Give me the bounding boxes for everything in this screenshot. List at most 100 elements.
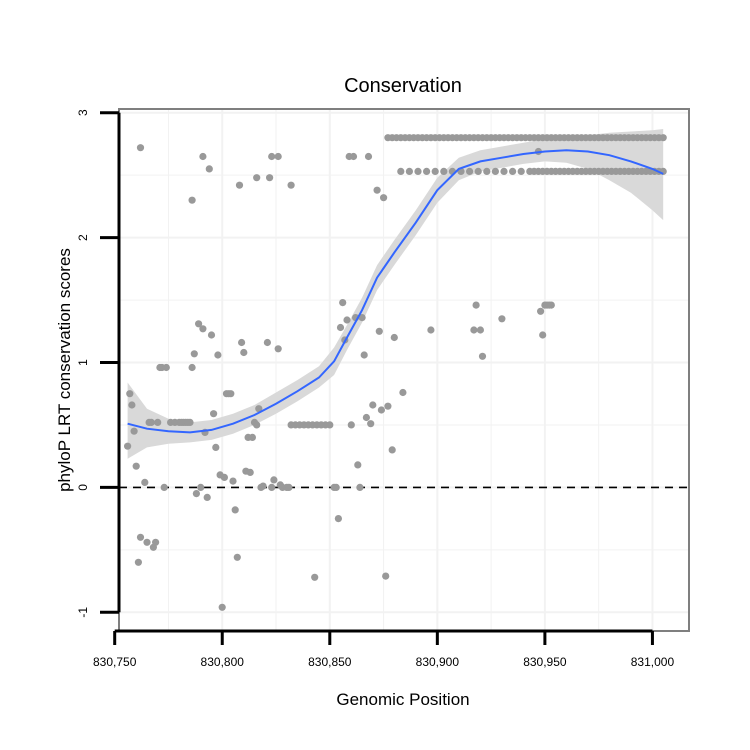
data-point xyxy=(311,573,319,581)
x-tick-label: 830,850 xyxy=(308,655,352,669)
data-point xyxy=(498,315,506,323)
data-point xyxy=(470,326,478,334)
data-point xyxy=(268,152,276,161)
data-point xyxy=(474,167,482,175)
x-tick-label: 830,800 xyxy=(201,655,245,669)
data-point xyxy=(405,167,413,175)
data-point xyxy=(134,558,142,566)
data-point xyxy=(214,351,222,359)
data-point xyxy=(141,478,149,486)
data-point xyxy=(369,401,377,409)
data-point xyxy=(373,186,381,194)
data-point xyxy=(147,418,155,426)
data-point xyxy=(203,493,211,501)
data-point xyxy=(128,401,136,409)
data-point xyxy=(388,446,396,454)
data-point xyxy=(162,363,170,372)
data-point xyxy=(248,433,256,441)
data-point xyxy=(377,406,385,414)
data-point xyxy=(212,443,220,451)
x-axis-title: Genomic Position xyxy=(336,690,469,709)
x-tick-label: 830,950 xyxy=(523,655,567,669)
x-tick-label: 830,750 xyxy=(93,655,137,669)
data-point xyxy=(143,538,151,546)
data-point xyxy=(332,483,340,491)
y-tick-label: -1 xyxy=(76,607,90,618)
data-point xyxy=(466,167,474,175)
data-point xyxy=(431,167,439,175)
data-point xyxy=(380,194,388,202)
data-point xyxy=(229,477,237,485)
data-point xyxy=(197,483,205,491)
data-point xyxy=(263,338,271,347)
data-point xyxy=(266,174,274,182)
data-point xyxy=(440,167,448,175)
data-point xyxy=(192,490,200,498)
data-point xyxy=(130,427,138,435)
data-point xyxy=(218,603,226,611)
data-point xyxy=(186,418,194,426)
data-point xyxy=(539,331,547,339)
plot-panel xyxy=(118,108,690,632)
data-point xyxy=(259,482,267,490)
y-tick-label: 0 xyxy=(76,484,90,491)
data-point xyxy=(483,167,491,175)
data-point xyxy=(382,572,390,580)
data-point xyxy=(195,320,203,328)
data-point xyxy=(336,323,345,332)
data-point xyxy=(126,390,134,398)
data-point xyxy=(349,152,358,161)
data-point xyxy=(188,196,196,204)
y-tick-label: 3 xyxy=(76,109,90,116)
data-point xyxy=(334,515,342,523)
data-point xyxy=(152,538,160,546)
data-point xyxy=(364,152,373,161)
data-point xyxy=(199,325,207,333)
data-point xyxy=(414,167,422,175)
data-point xyxy=(136,144,145,152)
data-point xyxy=(356,483,364,491)
data-point xyxy=(227,390,235,398)
data-point xyxy=(659,134,667,142)
data-point xyxy=(472,301,480,309)
data-point xyxy=(537,307,545,315)
data-point xyxy=(220,473,228,481)
data-point xyxy=(274,345,282,353)
data-point xyxy=(367,420,375,428)
y-tick-label: 2 xyxy=(76,234,90,241)
data-point xyxy=(233,553,241,561)
data-point xyxy=(253,174,261,182)
smooth-trend-line xyxy=(127,149,664,434)
data-point xyxy=(476,326,484,334)
data-point xyxy=(347,421,355,429)
data-point xyxy=(339,299,347,307)
data-point xyxy=(547,301,555,309)
data-point xyxy=(274,152,282,161)
data-point xyxy=(659,167,667,175)
data-point xyxy=(399,388,407,397)
x-tick-label: 830,900 xyxy=(416,655,460,669)
data-point xyxy=(231,506,239,514)
data-point xyxy=(124,442,132,450)
data-point xyxy=(132,462,140,470)
data-point xyxy=(358,314,366,322)
data-point xyxy=(360,351,368,359)
y-tick-label: 1 xyxy=(76,359,90,366)
data-point xyxy=(190,350,198,358)
x-tick-label: 831,000 xyxy=(631,655,675,669)
data-point xyxy=(188,363,196,372)
data-point xyxy=(287,181,295,189)
data-point xyxy=(517,167,525,175)
data-point xyxy=(136,533,145,541)
chart-title: Conservation xyxy=(344,75,462,97)
data-point xyxy=(354,461,362,469)
data-point xyxy=(478,352,487,360)
data-point xyxy=(235,181,244,189)
data-point xyxy=(491,167,499,175)
data-point xyxy=(285,483,293,491)
data-point xyxy=(199,152,207,161)
data-point xyxy=(397,167,405,175)
y-axis: -1 0 1 2 3 xyxy=(76,109,121,618)
x-axis: 830,750 830,800 830,850 830,900 830,950 831,0… xyxy=(93,629,675,669)
